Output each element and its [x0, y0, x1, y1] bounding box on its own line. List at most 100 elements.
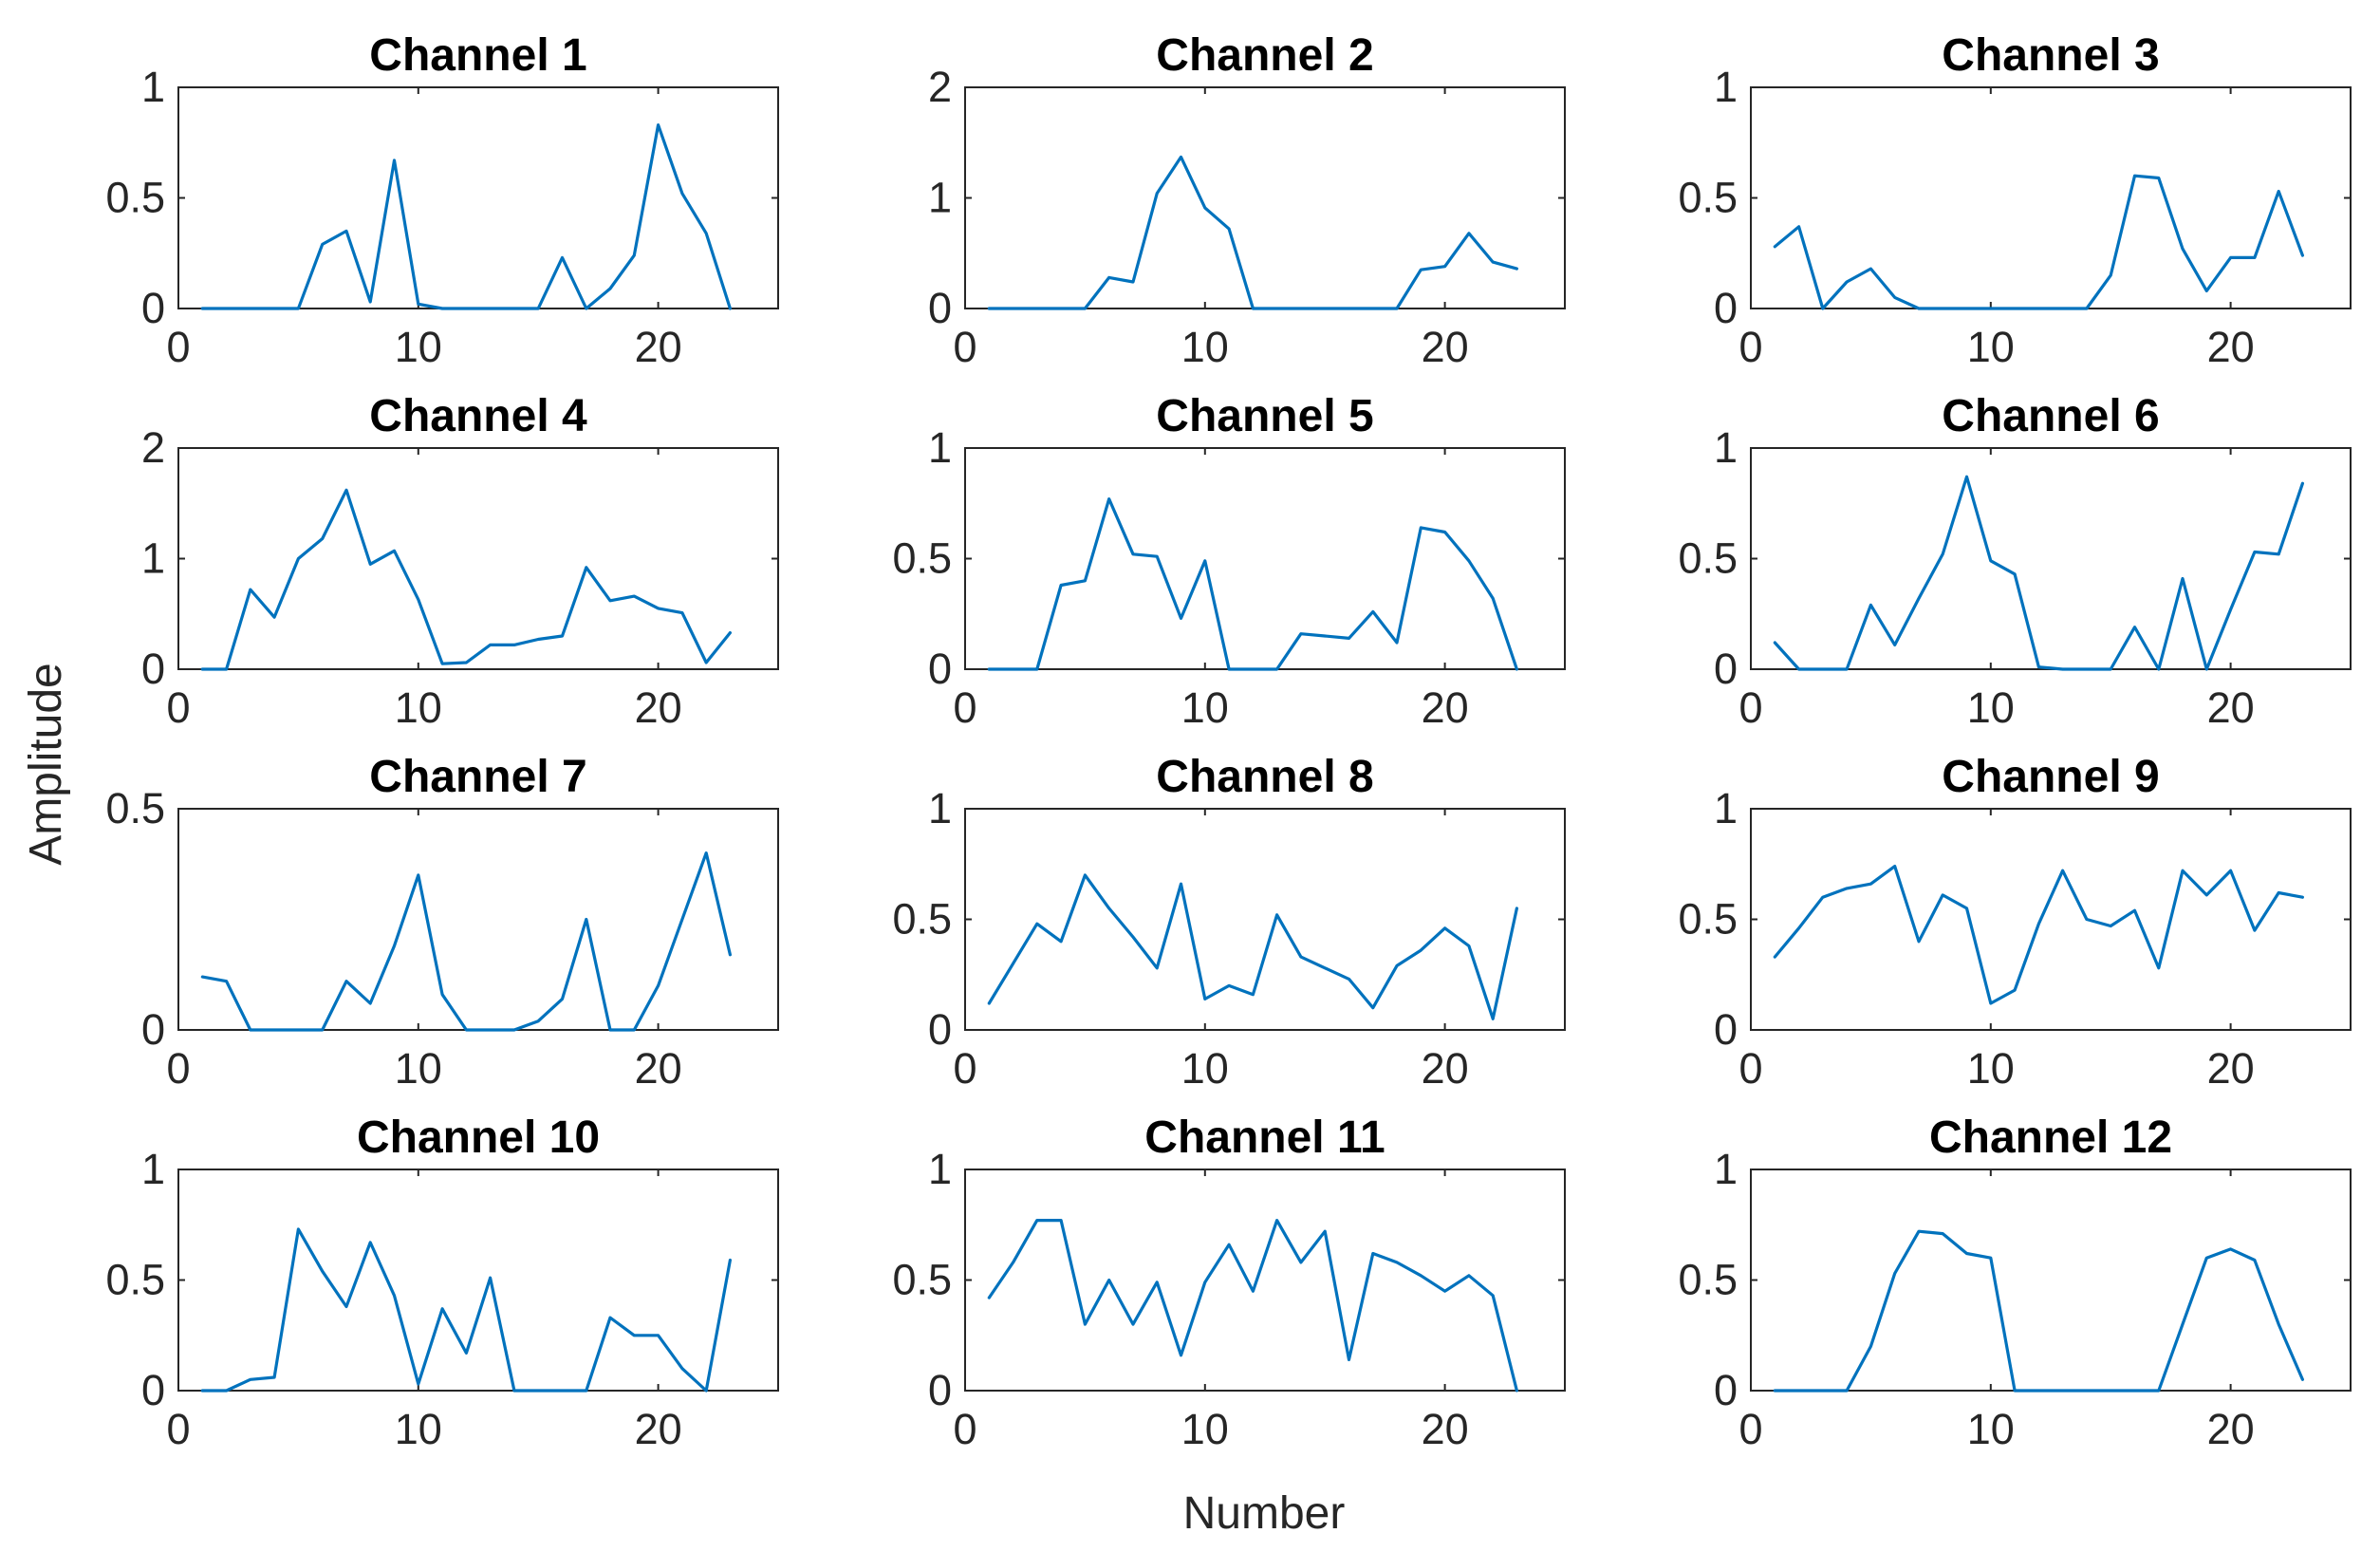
y-tick-label: 0.5: [105, 1256, 165, 1304]
x-tick-label: 10: [1181, 1405, 1229, 1453]
subplot-title: Channel 4: [369, 391, 587, 441]
y-tick-label: 0.5: [892, 895, 952, 944]
x-tick-label: 0: [1739, 1405, 1762, 1453]
x-tick-label: 20: [635, 1044, 682, 1093]
x-tick-label: 10: [1181, 683, 1229, 732]
figure-x-axis-label: Number: [1183, 1488, 1346, 1539]
x-tick-label: 10: [1181, 1044, 1229, 1093]
subplot-channel-11: Channel 11 0 10 20 0 0.5 1: [892, 1113, 1566, 1453]
axes-frame: [964, 1169, 1566, 1392]
series-line: [200, 851, 733, 1032]
axes-frame: [964, 86, 1566, 309]
subplot-title: Channel 12: [1929, 1113, 2172, 1163]
series-line: [1773, 864, 2304, 1005]
x-tick-label: 0: [166, 683, 190, 732]
y-tick-label: 1: [141, 1145, 165, 1193]
series-line: [200, 1227, 733, 1393]
y-tick-label: 0.5: [892, 1256, 952, 1304]
x-tick-label: 0: [166, 1044, 190, 1093]
axes-frame: [1750, 1169, 2352, 1392]
y-tick-label: 1: [1714, 784, 1738, 832]
series-line: [1773, 475, 2304, 671]
axes-frame: [964, 447, 1566, 670]
x-tick-label: 10: [395, 323, 442, 371]
series-line: [987, 496, 1519, 671]
x-tick-label: 0: [953, 683, 976, 732]
subplot-channel-7: Channel 7 0 10 20 0 0.5: [105, 752, 779, 1093]
y-tick-label: 1: [1714, 1145, 1738, 1193]
x-tick-label: 0: [953, 323, 976, 371]
subplot-title: Channel 11: [1144, 1113, 1385, 1163]
y-tick-label: 2: [141, 423, 165, 472]
y-tick-label: 1: [928, 423, 952, 472]
axes-frame: [177, 447, 779, 670]
subplot-channel-9: Channel 9 0 10 20 0 0.5 1: [1678, 752, 2352, 1093]
x-tick-label: 10: [1181, 323, 1229, 371]
x-tick-label: 20: [2207, 1405, 2255, 1453]
y-tick-label: 0: [1714, 1366, 1738, 1414]
x-tick-label: 20: [1422, 683, 1469, 732]
x-tick-label: 0: [953, 1044, 976, 1093]
y-tick-label: 0.5: [1678, 895, 1738, 944]
x-tick-label: 0: [166, 1405, 190, 1453]
y-tick-label: 0: [141, 645, 165, 693]
x-tick-label: 10: [1967, 323, 2015, 371]
subplot-title: Channel 10: [357, 1113, 600, 1163]
subplot-channel-2: Channel 2 0 10 20 0 1 2: [928, 30, 1566, 371]
y-tick-label: 0: [928, 284, 952, 332]
x-tick-label: 10: [395, 1044, 442, 1093]
x-tick-label: 20: [1422, 323, 1469, 371]
axes-frame: [177, 808, 779, 1031]
subplot-channel-12: Channel 12 0 10 20 0 0.5 1: [1678, 1113, 2352, 1453]
subplot-title: Channel 5: [1156, 391, 1373, 441]
subplot-channel-4: Channel 4 0 10 20 0 1 2: [141, 391, 779, 732]
subplot-channel-6: Channel 6 0 10 20 0 0.5 1: [1678, 391, 2352, 732]
x-tick-label: 10: [1967, 1044, 2015, 1093]
subplot-channel-3: Channel 3 0 10 20 0 0.5 1: [1678, 30, 2352, 371]
subplot-title: Channel 7: [369, 752, 586, 802]
series-line: [987, 1218, 1519, 1393]
y-tick-label: 0: [141, 284, 165, 332]
x-tick-label: 0: [1739, 323, 1762, 371]
y-tick-label: 1: [928, 174, 952, 222]
series-line: [200, 123, 733, 310]
series-line: [987, 873, 1519, 1020]
figure-y-axis-label: Amplitude: [21, 663, 71, 865]
x-tick-label: 10: [1967, 1405, 2015, 1453]
subplot-channel-8: Channel 8 0 10 20 0 0.5 1: [892, 752, 1566, 1093]
subplot-channel-1: Channel 1 0 10 20 0 0.5 1: [105, 30, 779, 371]
y-tick-label: 0.5: [1678, 174, 1738, 222]
subplot-title: Channel 1: [369, 30, 586, 81]
x-tick-label: 20: [2207, 1044, 2255, 1093]
y-tick-label: 1: [141, 534, 165, 583]
x-tick-label: 0: [1739, 683, 1762, 732]
y-tick-label: 0: [1714, 284, 1738, 332]
y-tick-label: 0: [141, 1366, 165, 1414]
x-tick-label: 0: [1739, 1044, 1762, 1093]
x-tick-label: 20: [2207, 323, 2255, 371]
y-tick-label: 0.5: [105, 784, 165, 832]
series-line: [1773, 174, 2304, 310]
axes-frame: [177, 1169, 779, 1392]
axes-frame: [1750, 447, 2352, 670]
x-tick-label: 10: [395, 683, 442, 732]
y-tick-label: 0: [1714, 645, 1738, 693]
y-tick-label: 0: [928, 1366, 952, 1414]
y-tick-label: 1: [928, 1145, 952, 1193]
y-tick-label: 1: [141, 63, 165, 111]
subplot-title: Channel 3: [1942, 30, 2159, 81]
y-tick-label: 1: [928, 784, 952, 832]
subplot-channel-10: Channel 10 0 10 20 0 0.5 1: [105, 1113, 779, 1453]
subplot-title: Channel 6: [1942, 391, 2159, 441]
x-tick-label: 20: [1422, 1405, 1469, 1453]
x-tick-label: 20: [635, 323, 682, 371]
series-line: [200, 488, 733, 671]
x-tick-label: 20: [635, 683, 682, 732]
axes-frame: [964, 808, 1566, 1031]
y-tick-label: 0: [928, 1005, 952, 1054]
y-tick-label: 0.5: [892, 534, 952, 583]
y-tick-label: 0: [1714, 1005, 1738, 1054]
y-tick-label: 0.5: [105, 174, 165, 222]
